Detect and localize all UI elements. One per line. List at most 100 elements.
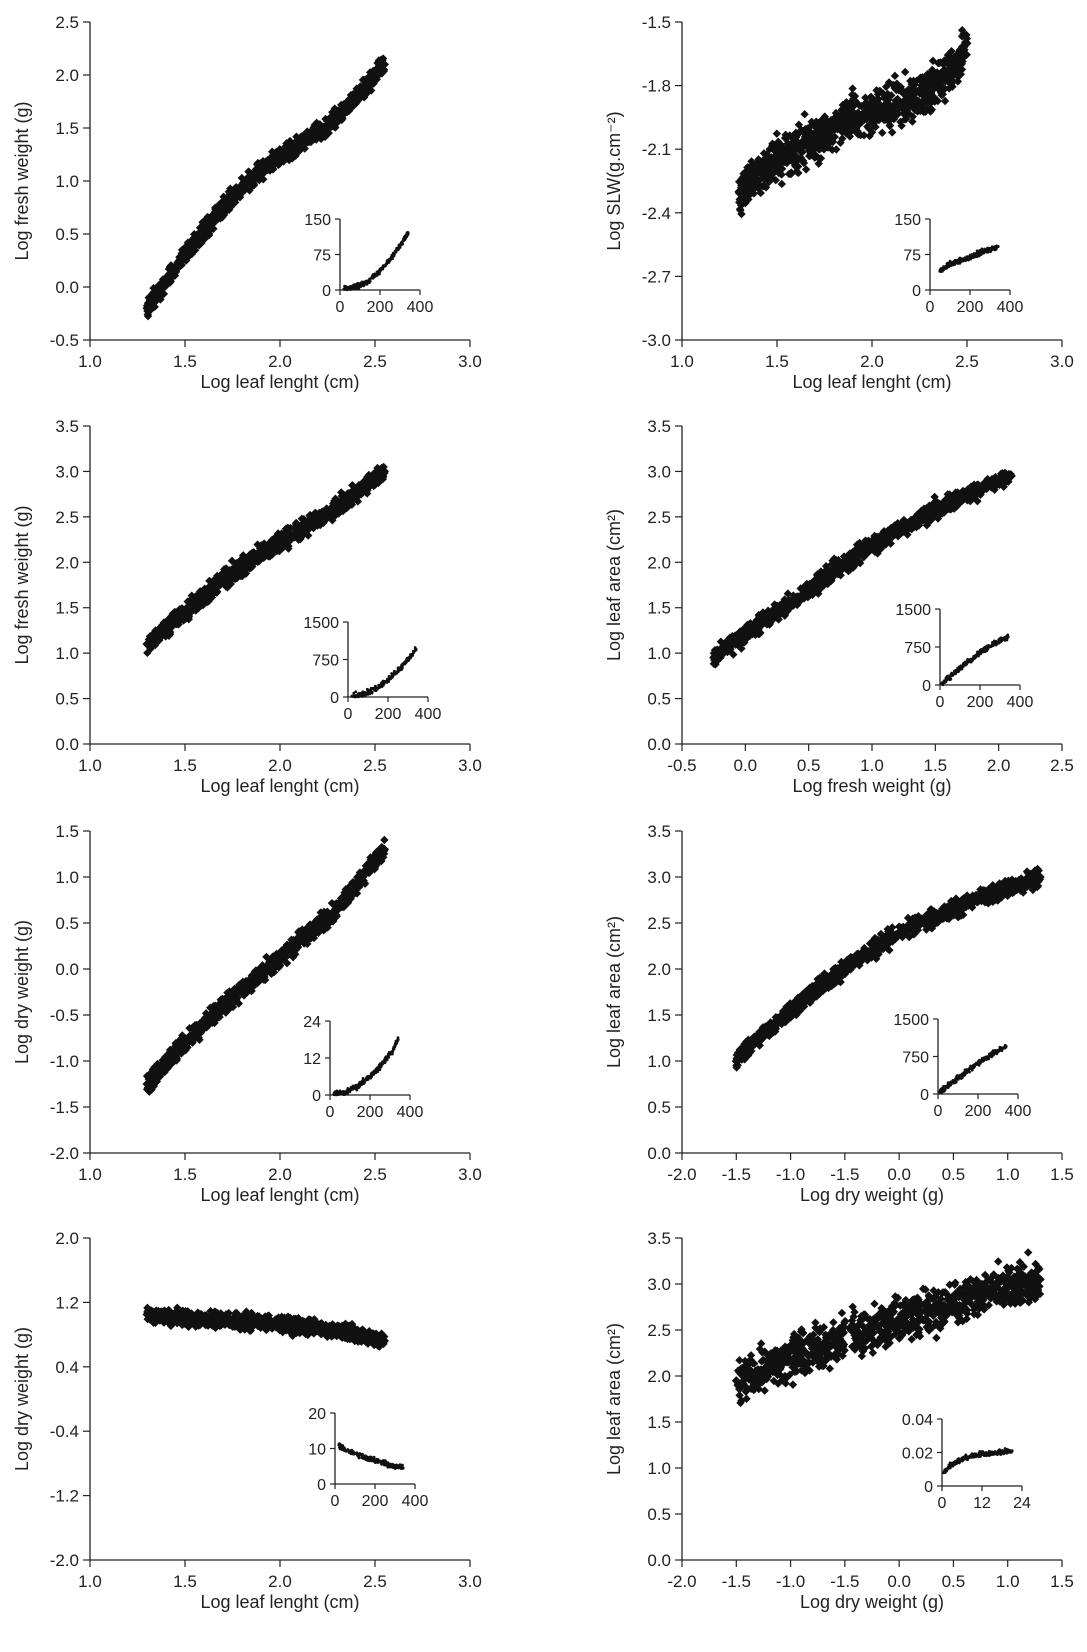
inset-data-point	[947, 674, 951, 678]
data-point	[347, 95, 356, 104]
data-point	[352, 90, 362, 99]
data-point	[205, 222, 214, 232]
scatter-panel-3: 1.0 1.5 2.0 2.5 3.00.00.51.01.52.02.53.03.5L…	[12, 417, 482, 796]
x-tick-label: 0	[336, 299, 345, 316]
data-point	[881, 82, 891, 91]
data-point	[307, 136, 316, 145]
data-point	[142, 303, 152, 313]
data-point	[851, 124, 861, 133]
x-tick-label: 1.5	[924, 756, 948, 775]
data-point	[861, 93, 870, 102]
data-point	[800, 141, 809, 151]
data-point	[945, 64, 955, 74]
data-point	[902, 101, 911, 111]
data-point	[335, 115, 345, 124]
y-tick-label: -2.0	[50, 1144, 79, 1163]
data-point	[815, 130, 824, 140]
inset-data-point	[391, 675, 394, 679]
x-tick-label: 200	[367, 299, 394, 316]
data-point	[868, 106, 878, 115]
data-point	[843, 110, 853, 120]
data-point	[940, 84, 950, 93]
inset-data-point	[991, 642, 995, 646]
data-point	[159, 283, 168, 293]
data-point	[928, 65, 937, 75]
data-point	[955, 54, 964, 63]
data-point	[762, 160, 771, 169]
data-point	[739, 182, 748, 192]
y-tick-label: 3.5	[55, 417, 79, 436]
data-point	[928, 56, 938, 66]
data-point	[143, 311, 153, 321]
data-point	[177, 257, 186, 266]
inset-data-point	[347, 286, 350, 289]
inset-points	[342, 231, 410, 292]
data-point	[242, 176, 251, 186]
data-point	[944, 60, 953, 69]
data-point	[955, 46, 965, 55]
data-point	[161, 277, 170, 286]
y-tick-label: 0	[922, 678, 931, 695]
x-tick-label: 200	[957, 299, 984, 316]
inset-data-point	[978, 251, 982, 255]
x-tick-label: 1.0	[78, 352, 102, 371]
data-point	[319, 125, 328, 135]
data-point	[768, 141, 777, 150]
inset-data-point	[397, 244, 401, 247]
inset-data-point	[960, 667, 964, 671]
data-point	[953, 59, 962, 69]
inset-data-point	[964, 258, 968, 262]
data-point	[917, 80, 927, 90]
scatter-panel-2: 1.0 1.5 2.0 2.5 3.0-3.0-2.7-2.4-2.1-1.8-1.5L…	[604, 13, 1074, 392]
scatter-points	[734, 26, 972, 219]
data-point	[864, 124, 874, 133]
inset-data-point	[948, 262, 952, 266]
x-tick-label: 1.0	[670, 352, 694, 371]
data-point	[908, 112, 917, 121]
data-point	[816, 154, 826, 163]
y-tick-label: 0.5	[55, 914, 79, 933]
inset-data-point	[949, 677, 953, 681]
data-point	[844, 124, 853, 134]
data-point	[929, 93, 939, 102]
data-point	[734, 177, 744, 186]
x-axis-title: Log leaf lenght (cm)	[200, 372, 359, 392]
y-tick-label: 1.0	[55, 172, 79, 191]
data-point	[865, 131, 874, 141]
data-point	[377, 56, 386, 65]
data-point	[187, 591, 196, 600]
x-tick-label: 2.5	[363, 1165, 387, 1184]
data-point	[781, 153, 791, 162]
inset-data-point	[940, 681, 944, 685]
inset-data-point	[406, 659, 409, 663]
data-point	[771, 163, 780, 173]
data-point	[763, 168, 772, 178]
data-point	[876, 102, 885, 112]
inset-data-point	[988, 248, 992, 252]
data-point	[245, 186, 254, 195]
inset-data-point	[944, 676, 948, 680]
data-point	[751, 160, 760, 169]
data-point	[848, 112, 858, 122]
inset-data-point	[974, 654, 978, 658]
data-point	[924, 74, 934, 83]
inset-data-point	[390, 673, 394, 676]
data-point	[943, 50, 953, 60]
inset-data-point	[370, 276, 374, 280]
data-point	[908, 101, 918, 111]
inset-data-point	[993, 642, 997, 646]
data-point	[747, 157, 756, 166]
data-point	[793, 162, 803, 171]
data-point	[825, 137, 835, 147]
y-tick-label: 0.0	[55, 960, 79, 979]
inset-data-point	[356, 694, 359, 698]
data-point	[777, 164, 787, 173]
y-axis-title: Log fresh weight (g)	[12, 505, 32, 664]
data-point	[783, 139, 792, 148]
data-point	[883, 89, 892, 99]
data-point	[249, 170, 258, 180]
data-point	[744, 195, 753, 204]
data-point	[900, 67, 910, 77]
inset-data-point	[996, 244, 1000, 249]
y-tick-label: 750	[904, 640, 931, 657]
